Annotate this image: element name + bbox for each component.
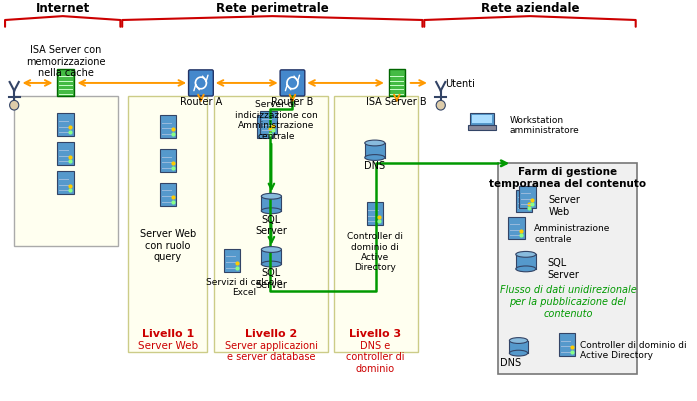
- Text: Farm di gestione
temporanea del contenuto: Farm di gestione temporanea del contenut…: [489, 167, 647, 188]
- Ellipse shape: [261, 194, 282, 200]
- Text: Server applicazioni
e server database: Server applicazioni e server database: [225, 340, 318, 361]
- Text: ISA Server con
memorizzazione
nella cache: ISA Server con memorizzazione nella cach…: [26, 45, 105, 78]
- FancyBboxPatch shape: [516, 255, 536, 270]
- Text: Controller di dominio di
Active Directory: Controller di dominio di Active Director…: [580, 340, 687, 359]
- FancyBboxPatch shape: [516, 190, 533, 213]
- FancyBboxPatch shape: [280, 71, 305, 97]
- Text: Utenti: Utenti: [445, 79, 475, 89]
- Text: Router A: Router A: [180, 97, 222, 107]
- FancyBboxPatch shape: [388, 70, 405, 97]
- FancyBboxPatch shape: [214, 96, 328, 352]
- FancyBboxPatch shape: [498, 164, 636, 375]
- Text: Workstation
amministratore: Workstation amministratore: [510, 115, 579, 135]
- Circle shape: [436, 101, 445, 111]
- Text: Amministrazione
centrale: Amministrazione centrale: [534, 224, 611, 243]
- Text: Rete perimetrale: Rete perimetrale: [216, 2, 329, 15]
- Ellipse shape: [516, 266, 536, 272]
- FancyBboxPatch shape: [261, 197, 282, 212]
- Text: Server
Web: Server Web: [549, 195, 581, 217]
- Ellipse shape: [510, 338, 528, 344]
- FancyBboxPatch shape: [509, 217, 525, 240]
- Text: DNS: DNS: [365, 161, 385, 171]
- FancyBboxPatch shape: [519, 186, 536, 209]
- Text: Rete aziendale: Rete aziendale: [481, 2, 579, 15]
- FancyBboxPatch shape: [160, 115, 176, 139]
- FancyBboxPatch shape: [57, 113, 74, 137]
- FancyBboxPatch shape: [470, 113, 494, 126]
- FancyBboxPatch shape: [160, 150, 176, 172]
- FancyBboxPatch shape: [160, 183, 176, 207]
- FancyBboxPatch shape: [510, 341, 528, 354]
- FancyBboxPatch shape: [256, 115, 273, 139]
- Text: Server Web: Server Web: [138, 340, 198, 350]
- Text: Controller di
dominio di
Active
Directory: Controller di dominio di Active Director…: [347, 231, 403, 271]
- FancyBboxPatch shape: [57, 172, 74, 195]
- FancyBboxPatch shape: [472, 115, 492, 124]
- Text: Internet: Internet: [36, 2, 90, 15]
- Ellipse shape: [516, 252, 536, 257]
- Circle shape: [10, 101, 19, 111]
- Text: Server Web
con ruolo
query: Server Web con ruolo query: [140, 229, 196, 262]
- Text: ISA Server B: ISA Server B: [367, 97, 427, 107]
- FancyBboxPatch shape: [261, 250, 282, 265]
- Text: SQL
Server: SQL Server: [256, 214, 287, 236]
- FancyBboxPatch shape: [189, 71, 213, 97]
- Text: Livello 1: Livello 1: [142, 328, 194, 338]
- FancyBboxPatch shape: [468, 126, 496, 131]
- Text: Flusso di dati unidirezionale
per la pubblicazione del
contenuto: Flusso di dati unidirezionale per la pub…: [500, 285, 636, 318]
- FancyBboxPatch shape: [128, 96, 207, 352]
- Text: Server di
indicizzazione con
Amministrazione
centrale: Server di indicizzazione con Amministraz…: [235, 100, 317, 140]
- Text: Router B: Router B: [271, 97, 314, 107]
- Ellipse shape: [261, 247, 282, 253]
- Ellipse shape: [261, 209, 282, 214]
- FancyBboxPatch shape: [57, 143, 74, 166]
- Ellipse shape: [365, 155, 385, 161]
- Text: SQL
Server: SQL Server: [547, 257, 579, 279]
- FancyBboxPatch shape: [57, 70, 74, 97]
- Ellipse shape: [510, 350, 528, 356]
- FancyBboxPatch shape: [559, 333, 575, 356]
- Text: DNS e
controller di
dominio: DNS e controller di dominio: [346, 340, 404, 373]
- FancyBboxPatch shape: [365, 144, 385, 159]
- Text: Livello 3: Livello 3: [348, 328, 401, 338]
- FancyBboxPatch shape: [334, 96, 418, 352]
- FancyBboxPatch shape: [224, 249, 240, 272]
- Ellipse shape: [365, 141, 385, 146]
- FancyBboxPatch shape: [367, 203, 383, 226]
- Text: Livello 2: Livello 2: [245, 328, 298, 338]
- Text: SQL
Server: SQL Server: [256, 267, 287, 289]
- Text: Servizi di calcolo
Excel: Servizi di calcolo Excel: [206, 277, 282, 296]
- Text: DNS: DNS: [500, 357, 521, 367]
- Ellipse shape: [261, 261, 282, 267]
- FancyBboxPatch shape: [261, 112, 277, 135]
- FancyBboxPatch shape: [14, 96, 118, 246]
